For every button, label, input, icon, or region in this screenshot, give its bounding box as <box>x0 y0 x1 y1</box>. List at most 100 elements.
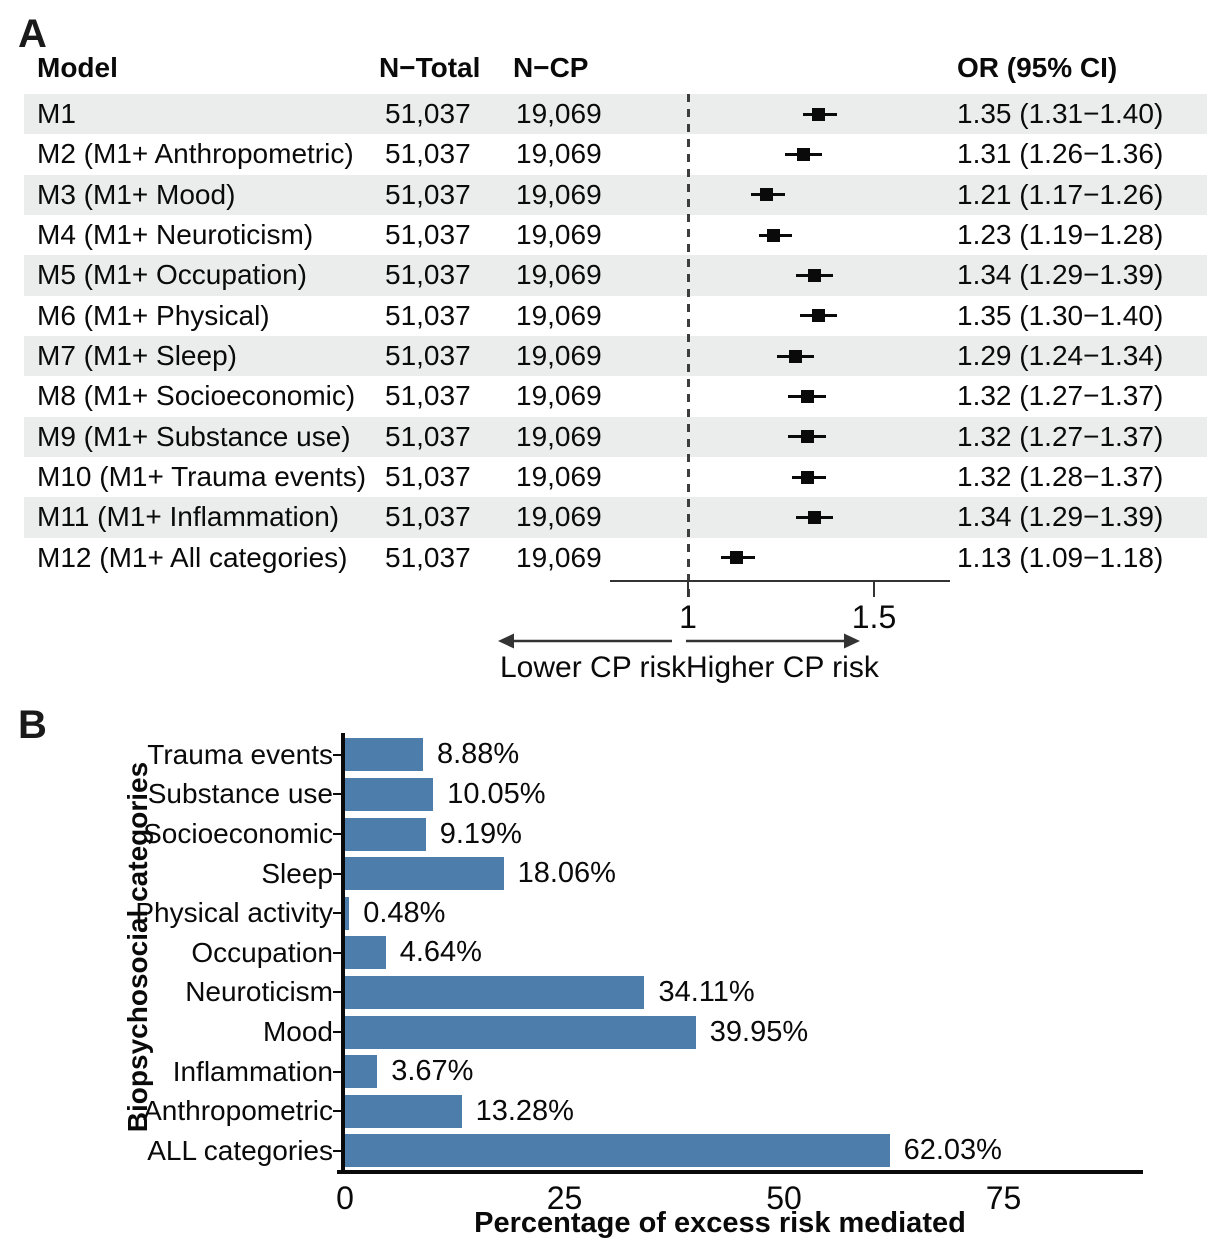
n-total-cell: 51,037 <box>385 259 471 291</box>
model-cell: M6 (M1+ Physical) <box>37 299 270 331</box>
category-label: Physical activity <box>135 897 333 929</box>
n-total-cell: 51,037 <box>385 541 471 573</box>
column-header-n-cp: N−CP <box>513 52 589 83</box>
y-axis-tick <box>333 912 341 915</box>
category-label: Inflammation <box>172 1055 333 1087</box>
category-label: Occupation <box>191 936 333 968</box>
n-total-cell: 51,037 <box>385 98 471 129</box>
bar <box>345 1055 378 1089</box>
y-axis-tick <box>333 951 341 954</box>
x-axis-tick-label: 75 <box>985 1180 1022 1216</box>
y-axis-tick <box>333 872 341 875</box>
model-cell: M4 (M1+ Neuroticism) <box>37 218 314 250</box>
n-total-cell: 51,037 <box>385 420 471 452</box>
n-cp-cell: 19,069 <box>516 299 602 331</box>
or-point-marker <box>800 389 814 403</box>
bar <box>345 817 426 851</box>
model-cell: M12 (M1+ All categories) <box>37 541 348 573</box>
bar <box>345 936 386 970</box>
n-cp-cell: 19,069 <box>516 218 602 250</box>
forest-reference-line <box>687 94 690 597</box>
y-axis-tick <box>333 1110 341 1113</box>
table-row: M11 (M1+ Inflammation) 51,037 19,069 1.34 (… <box>24 497 1207 538</box>
n-cp-cell: 19,069 <box>516 339 602 371</box>
or-ci-cell: 1.13 (1.09−1.18) <box>957 541 1164 573</box>
bar-value-label: 18.06% <box>517 857 616 890</box>
bar <box>345 1015 696 1049</box>
bar-chart-x-axis-title: Percentage of excess risk mediated <box>474 1207 966 1239</box>
n-cp-cell: 19,069 <box>516 380 602 412</box>
n-total-cell: 51,037 <box>385 218 471 250</box>
model-cell: M2 (M1+ Anthropometric) <box>37 138 354 170</box>
x-axis-tick-label: 1 <box>679 599 697 635</box>
category-label: Sleep <box>261 857 333 889</box>
higher-risk-label: Higher CP risk <box>686 651 879 684</box>
n-cp-cell: 19,069 <box>516 460 602 492</box>
category-label: Neuroticism <box>185 976 333 1008</box>
category-label: Anthropometric <box>143 1095 333 1127</box>
x-axis-tick-label: 50 <box>766 1180 802 1216</box>
or-ci-cell: 1.35 (1.31−1.40) <box>957 98 1164 129</box>
y-axis-tick <box>333 1149 341 1152</box>
or-ci-cell: 1.32 (1.28−1.37) <box>957 460 1164 492</box>
or-ci-cell: 1.23 (1.19−1.28) <box>957 218 1164 250</box>
model-cell: M8 (M1+ Socioeconomic) <box>37 380 356 412</box>
model-cell: M3 (M1+ Mood) <box>37 178 236 210</box>
y-axis-tick <box>333 833 341 835</box>
or-point-marker <box>811 309 825 323</box>
bar-value-label: 8.88% <box>436 738 520 771</box>
bar <box>345 896 350 930</box>
or-point-marker <box>800 430 814 444</box>
or-point-marker <box>807 510 821 524</box>
bar-value-label: 62.03% <box>903 1134 1002 1167</box>
category-label: Substance use <box>147 778 333 810</box>
bar <box>345 975 645 1009</box>
category-label: ALL categories <box>147 1134 333 1166</box>
category-label: Socioeconomic <box>143 818 333 849</box>
or-ci-cell: 1.31 (1.26−1.36) <box>957 138 1164 170</box>
or-ci-cell: 1.21 (1.17−1.26) <box>957 178 1164 210</box>
x-axis-tick <box>687 580 689 597</box>
bar-value-label: 13.28% <box>475 1094 574 1127</box>
n-cp-cell: 19,069 <box>516 420 602 452</box>
y-axis-tick <box>333 753 341 756</box>
n-total-cell: 51,037 <box>385 501 471 533</box>
n-cp-cell: 19,069 <box>516 138 602 170</box>
forest-x-axis-line <box>610 580 950 582</box>
higher-risk-arrow-icon <box>686 633 860 649</box>
bar-chart-x-axis-line <box>337 1170 1143 1174</box>
or-ci-cell: 1.34 (1.29−1.39) <box>957 501 1164 533</box>
table-row: M4 (M1+ Neuroticism) 51,037 19,069 1.23 (1.… <box>24 215 1207 255</box>
bar-chart-y-axis-line <box>341 733 345 1174</box>
model-cell: M11 (M1+ Inflammation) <box>37 501 340 533</box>
column-header-n-total: N−Total <box>379 52 481 83</box>
y-axis-tick <box>333 1070 341 1073</box>
or-point-marker <box>729 551 743 565</box>
x-axis-tick-label: 0 <box>336 1180 354 1216</box>
or-point-marker <box>789 349 803 363</box>
bar-value-label: 34.11% <box>658 975 755 1008</box>
or-point-marker <box>796 147 810 161</box>
x-axis-tick-label: 25 <box>546 1180 583 1216</box>
or-point-marker <box>759 188 773 202</box>
n-total-cell: 51,037 <box>385 299 471 331</box>
y-axis-tick <box>333 793 341 796</box>
table-row: M8 (M1+ Socioeconomic) 51,037 19,069 1.32 (… <box>24 376 1207 416</box>
or-ci-cell: 1.32 (1.27−1.37) <box>957 420 1164 452</box>
table-row: M12 (M1+ All categories) 51,037 19,069 1.13… <box>24 538 1207 578</box>
bar-value-label: 9.19% <box>439 817 522 850</box>
bar <box>345 738 423 772</box>
or-ci-cell: 1.29 (1.24−1.34) <box>957 339 1164 371</box>
or-point-marker <box>800 470 814 484</box>
model-cell: M10 (M1+ Trauma events) <box>37 460 367 492</box>
n-total-cell: 51,037 <box>385 380 471 412</box>
bar-value-label: 4.64% <box>399 936 482 969</box>
bar-value-label: 39.95% <box>709 1015 809 1048</box>
n-total-cell: 51,037 <box>385 138 471 170</box>
category-label: Mood <box>262 1016 333 1047</box>
table-row: M10 (M1+ Trauma events) 51,037 19,069 1.32 … <box>24 457 1207 497</box>
panel-b-label: B <box>18 703 47 747</box>
n-cp-cell: 19,069 <box>516 541 602 573</box>
y-axis-tick <box>333 1031 341 1033</box>
